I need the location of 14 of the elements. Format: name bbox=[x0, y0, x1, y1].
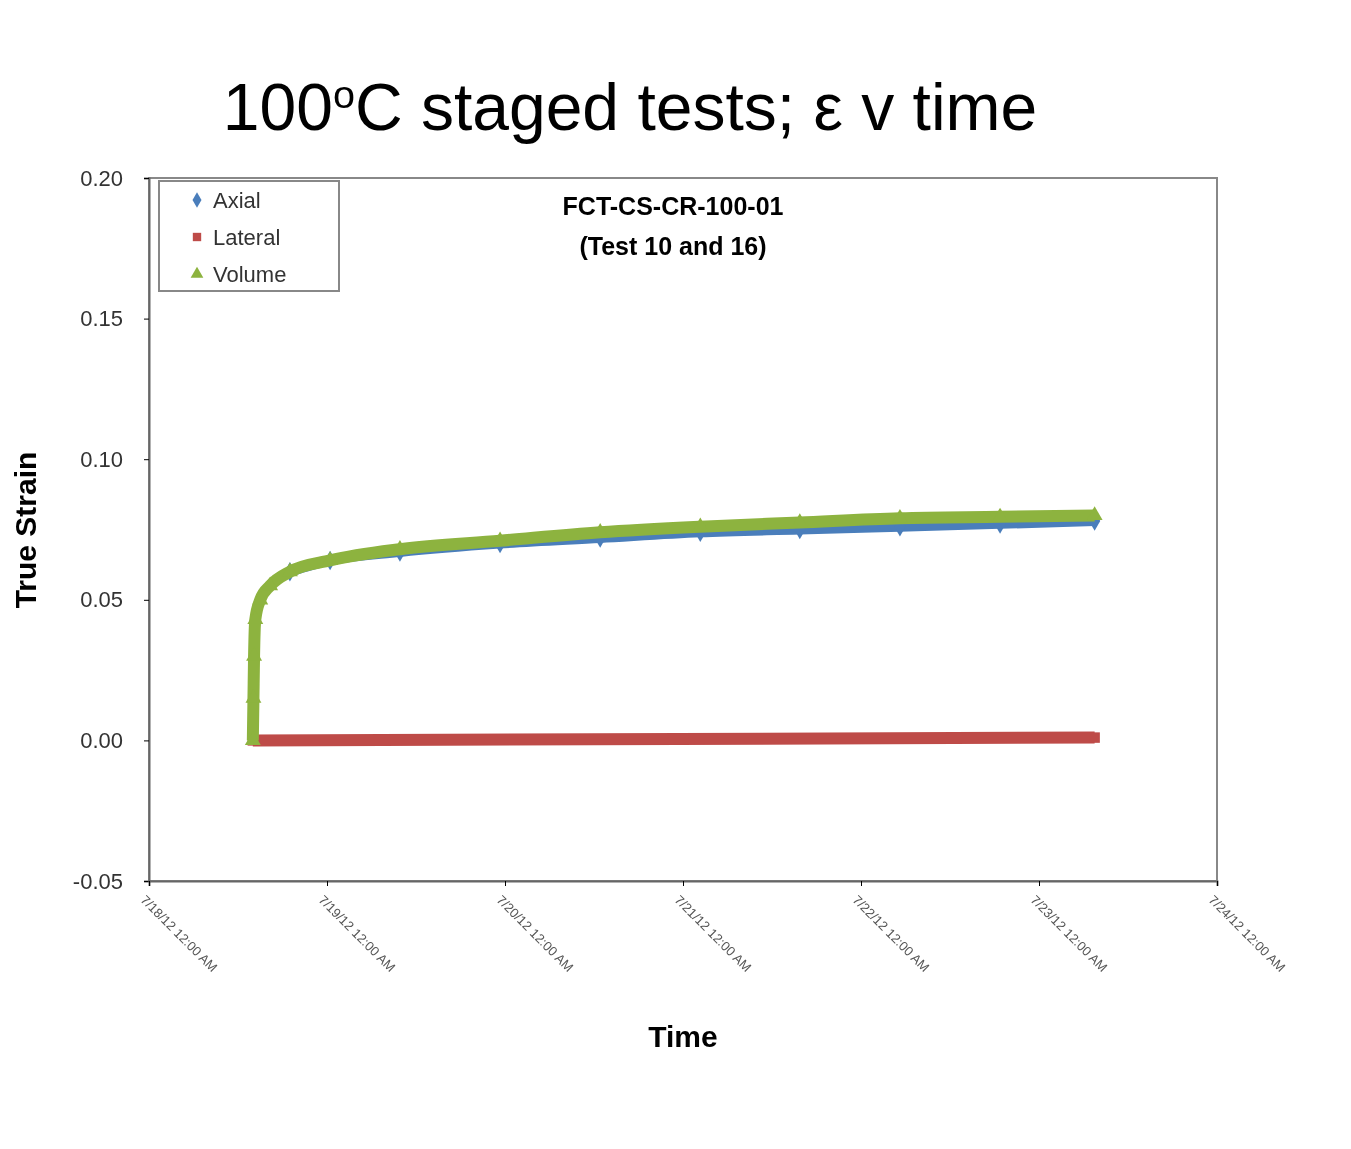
chart-title: 100$^{o}$C staged tests; ε v time bbox=[222, 70, 1038, 144]
x-axis-title: Time bbox=[648, 1020, 718, 1053]
annotation: (Test 10 and 16) bbox=[579, 232, 767, 260]
y-tick-label: 0.10 bbox=[80, 446, 123, 472]
legend-label: Volume bbox=[213, 262, 287, 287]
y-axis-title: True Strain bbox=[9, 451, 42, 609]
y-tick-label: 0.20 bbox=[80, 165, 123, 191]
legend-label: Axial bbox=[213, 188, 261, 213]
y-tick-label: 0.05 bbox=[80, 587, 123, 613]
y-tick-label: 0.00 bbox=[80, 727, 123, 753]
legend-label: Lateral bbox=[213, 225, 281, 250]
y-tick-label: -0.05 bbox=[72, 868, 123, 894]
y-tick-label: 0.15 bbox=[80, 306, 123, 332]
annotation: FCT-CS-CR-100-01 bbox=[562, 192, 784, 220]
